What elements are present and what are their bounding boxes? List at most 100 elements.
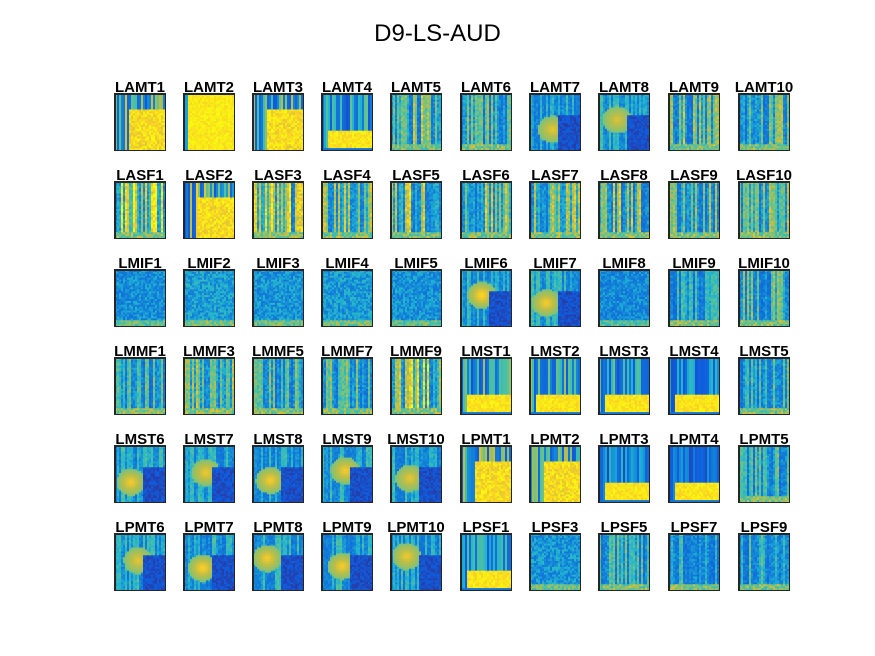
panel-title: LASF1 (100, 167, 180, 184)
panel-heatmap (668, 533, 720, 591)
panel-heatmap (460, 357, 512, 415)
panel-title: LPMT6 (100, 519, 180, 536)
panel-heatmap (460, 93, 512, 151)
panel-heatmap (529, 533, 581, 591)
panel-heatmap (738, 357, 790, 415)
panel-heatmap (529, 445, 581, 503)
panel-heatmap (114, 445, 166, 503)
panel-title: LAMT5 (376, 79, 456, 96)
panel-title: LMMF3 (169, 343, 249, 360)
panel-heatmap (460, 445, 512, 503)
panel-heatmap (114, 357, 166, 415)
panel-title: LMIF2 (169, 255, 249, 272)
panel-title: LASF4 (307, 167, 387, 184)
panel-title: LASF8 (584, 167, 664, 184)
panel-heatmap (252, 445, 304, 503)
panel-title: LASF10 (724, 167, 804, 184)
panel-heatmap (390, 533, 442, 591)
panel-title: LMST7 (169, 431, 249, 448)
panel-title: LAMT1 (100, 79, 180, 96)
panel-heatmap (529, 269, 581, 327)
panel-title: LPSF9 (724, 519, 804, 536)
panel-heatmap (460, 269, 512, 327)
panel-heatmap (668, 445, 720, 503)
panel-title: LMIF9 (654, 255, 734, 272)
panel-title: LMMF5 (238, 343, 318, 360)
panel-heatmap (738, 533, 790, 591)
panel-heatmap (252, 93, 304, 151)
panel-heatmap (668, 269, 720, 327)
figure-title: D9-LS-AUD (0, 20, 875, 48)
panel-heatmap (598, 533, 650, 591)
panel-heatmap (390, 181, 442, 239)
panel-heatmap (738, 181, 790, 239)
panel-heatmap (114, 181, 166, 239)
panel-heatmap (668, 181, 720, 239)
panel-title: LASF7 (515, 167, 595, 184)
panel-heatmap (598, 181, 650, 239)
panel-title: LPSF5 (584, 519, 664, 536)
panel-title: LPMT5 (724, 431, 804, 448)
panel-heatmap (183, 269, 235, 327)
panel-title: LPMT2 (515, 431, 595, 448)
panel-title: LMIF10 (724, 255, 804, 272)
panel-heatmap (321, 269, 373, 327)
panel-title: LMIF7 (515, 255, 595, 272)
panel-title: LMST10 (376, 431, 456, 448)
panel-title: LMST1 (446, 343, 526, 360)
panel-title: LMIF8 (584, 255, 664, 272)
panel-title: LMST4 (654, 343, 734, 360)
panel-heatmap (738, 269, 790, 327)
panel-title: LAMT6 (446, 79, 526, 96)
panel-title: LMST5 (724, 343, 804, 360)
panel-heatmap (252, 181, 304, 239)
panel-heatmap (529, 357, 581, 415)
panel-heatmap (321, 357, 373, 415)
panel-heatmap (460, 181, 512, 239)
panel-title: LAMT8 (584, 79, 664, 96)
panel-heatmap (460, 533, 512, 591)
panel-heatmap (183, 357, 235, 415)
panel-title: LMST6 (100, 431, 180, 448)
panel-heatmap (252, 357, 304, 415)
panel-title: LMIF3 (238, 255, 318, 272)
panel-title: LASF9 (654, 167, 734, 184)
panel-title: LPMT1 (446, 431, 526, 448)
panel-title: LASF6 (446, 167, 526, 184)
panel-title: LPMT3 (584, 431, 664, 448)
panel-title: LMMF7 (307, 343, 387, 360)
panel-title: LAMT4 (307, 79, 387, 96)
panel-title: LAMT7 (515, 79, 595, 96)
panel-heatmap (598, 93, 650, 151)
panel-title: LMIF4 (307, 255, 387, 272)
panel-heatmap (114, 269, 166, 327)
panel-heatmap (183, 445, 235, 503)
panel-heatmap (321, 533, 373, 591)
panel-title: LPSF1 (446, 519, 526, 536)
panel-heatmap (183, 533, 235, 591)
panel-title: LMST2 (515, 343, 595, 360)
panel-title: LMMF1 (100, 343, 180, 360)
panel-title: LMMF9 (376, 343, 456, 360)
panel-title: LASF3 (238, 167, 318, 184)
panel-heatmap (252, 269, 304, 327)
panel-heatmap (529, 93, 581, 151)
panel-heatmap (390, 269, 442, 327)
panel-heatmap (114, 93, 166, 151)
panel-heatmap (321, 93, 373, 151)
panel-title: LMIF1 (100, 255, 180, 272)
panel-title: LPMT4 (654, 431, 734, 448)
panel-title: LAMT3 (238, 79, 318, 96)
panel-title: LMST3 (584, 343, 664, 360)
panel-heatmap (114, 533, 166, 591)
panel-title: LPMT9 (307, 519, 387, 536)
panel-title: LMST8 (238, 431, 318, 448)
panel-heatmap (529, 181, 581, 239)
panel-title: LMST9 (307, 431, 387, 448)
panel-heatmap (252, 533, 304, 591)
panel-heatmap (390, 93, 442, 151)
panel-title: LAMT10 (724, 79, 804, 96)
panel-heatmap (668, 357, 720, 415)
panel-heatmap (668, 93, 720, 151)
